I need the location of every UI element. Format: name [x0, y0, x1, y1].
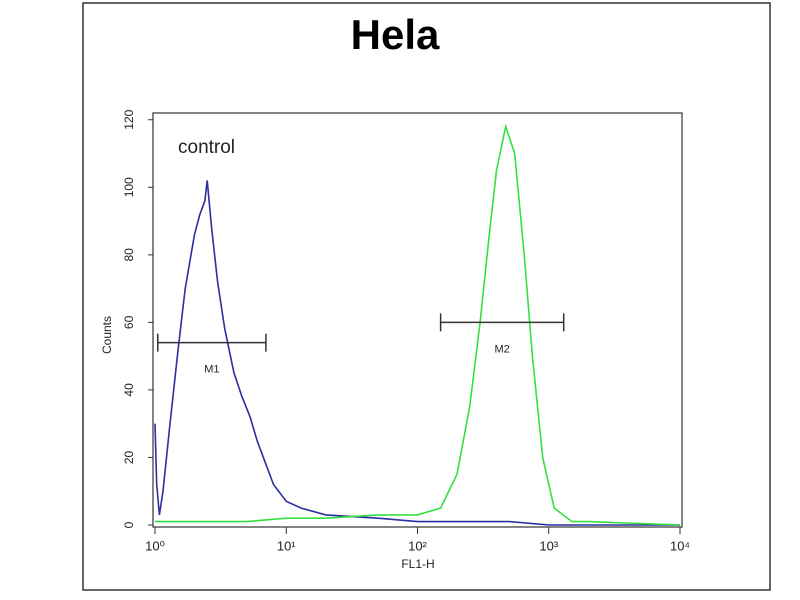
- series-line: [155, 123, 681, 526]
- y-tick-label: 20: [122, 450, 136, 464]
- x-axis-label: FL1-H: [401, 557, 434, 571]
- y-tick-label: 60: [122, 315, 136, 329]
- y-tick-label: 80: [122, 248, 136, 262]
- marker-label: M1: [204, 364, 219, 376]
- series-line: [154, 180, 680, 526]
- y-axis-label: Counts: [100, 316, 114, 354]
- x-tick-label: 10²: [408, 538, 427, 553]
- plot-area: [152, 112, 683, 528]
- x-tick-label: 10¹: [277, 538, 296, 553]
- marker-label: M2: [495, 343, 510, 355]
- y-tick-label: 100: [122, 177, 136, 197]
- y-tick-label: 40: [122, 383, 136, 397]
- series-label: control: [178, 137, 235, 158]
- chart-title: Hela: [351, 11, 440, 58]
- x-tick-label: 10⁰: [145, 538, 165, 553]
- y-tick-label: 0: [122, 521, 136, 528]
- y-tick-label: 120: [122, 109, 136, 129]
- frame: [82, 2, 771, 591]
- x-tick-label: 10³: [539, 538, 558, 553]
- x-tick-label: 10⁴: [670, 538, 690, 553]
